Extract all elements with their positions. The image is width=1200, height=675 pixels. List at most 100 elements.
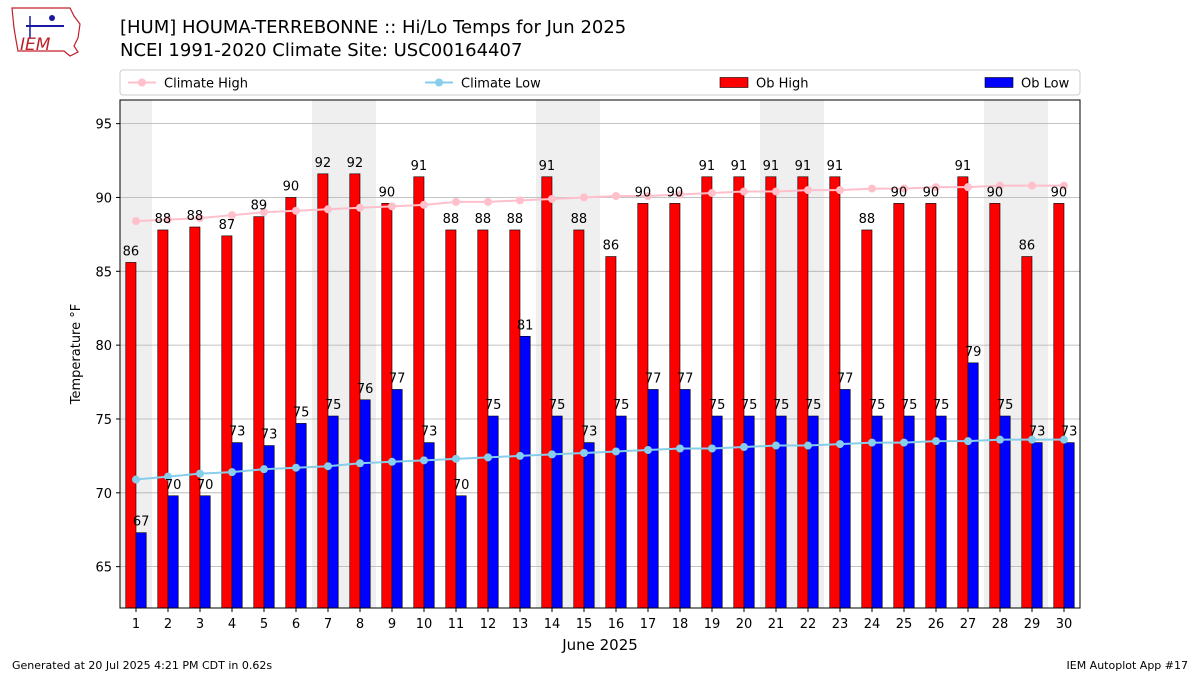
ob-high-label: 90 — [379, 185, 396, 200]
ob-high-bar — [477, 229, 489, 609]
x-tick-label: 25 — [896, 617, 913, 632]
ob-high-bar — [861, 229, 873, 609]
climate-high-point — [580, 193, 588, 202]
ob-low-bar — [487, 415, 499, 609]
climate-low-point — [196, 469, 204, 478]
x-tick-label: 11 — [448, 617, 465, 632]
climate-high-point — [836, 186, 844, 195]
climate-high-point — [196, 214, 204, 223]
x-tick-label: 29 — [1024, 617, 1041, 632]
legend: Climate High Climate Low Ob High Ob Low — [119, 69, 1081, 96]
climate-low-point — [356, 459, 364, 468]
climate-low-point — [772, 441, 780, 450]
x-tick-label: 16 — [608, 617, 625, 632]
ob-low-label: 75 — [997, 398, 1014, 413]
ob-high-bar — [573, 229, 585, 609]
ob-high-bar — [829, 176, 841, 609]
ob-high-bar — [541, 176, 553, 609]
footer-app: IEM Autoplot App #17 — [1066, 659, 1189, 672]
climate-low-point — [324, 462, 332, 471]
x-tick-label: 12 — [480, 617, 497, 632]
ob-high-label: 88 — [187, 209, 204, 224]
ob-high-label: 88 — [507, 212, 524, 227]
ob-low-bar — [679, 389, 691, 609]
climate-lines — [132, 181, 1068, 484]
climate-low-point — [836, 440, 844, 449]
x-tick-label: 27 — [960, 617, 977, 632]
ob-low-bar — [839, 389, 851, 609]
legend-label: Ob High — [756, 77, 809, 92]
ob-low-bar — [231, 442, 243, 609]
ob-high-label: 88 — [155, 212, 172, 227]
climate-high-point — [484, 197, 492, 206]
ob-low-bar — [359, 399, 371, 609]
bars — [125, 173, 1075, 609]
ob-low-label: 70 — [197, 478, 214, 493]
x-tick-label: 1 — [132, 617, 140, 632]
climate-low-point — [932, 437, 940, 446]
ob-low-bar — [1063, 442, 1075, 609]
ob-low-bar — [519, 335, 531, 609]
x-tick-label: 4 — [228, 617, 236, 632]
y-tick-label: 80 — [95, 339, 112, 354]
ob-high-bar — [701, 176, 713, 609]
ob-high-bar — [765, 176, 777, 609]
ob-high-label: 91 — [827, 159, 844, 174]
climate-high-point — [452, 197, 460, 206]
climate-high-line — [135, 184, 1064, 223]
y-axis-label: Temperature °F — [69, 304, 84, 405]
climate-high-point — [516, 196, 524, 205]
ob-high-bar — [413, 176, 425, 609]
climate-high-point — [708, 189, 716, 198]
climate-low-point — [132, 475, 140, 484]
climate-high-point — [996, 181, 1004, 190]
x-tick-label: 28 — [992, 617, 1009, 632]
climate-low-point — [388, 457, 396, 466]
ob-low-label: 75 — [613, 398, 630, 413]
y-tick-label: 65 — [95, 561, 112, 576]
climate-high-point — [356, 203, 364, 212]
logo-sun — [49, 15, 55, 21]
climate-low-point — [676, 444, 684, 453]
ob-high-label: 91 — [411, 159, 428, 174]
x-tick-label: 7 — [324, 617, 332, 632]
ob-low-label: 76 — [357, 382, 374, 397]
ob-high-bar — [733, 176, 745, 609]
climate-high-point — [804, 186, 812, 195]
iem-logo: IEM — [11, 7, 81, 57]
ob-high-bar — [509, 229, 521, 609]
climate-high-point — [644, 191, 652, 200]
climate-high-point — [900, 184, 908, 193]
climate-high-point — [868, 184, 876, 193]
legend-label: Climate High — [164, 77, 248, 92]
ob-high-label: 92 — [347, 156, 364, 171]
ob-high-bar — [125, 262, 137, 609]
ob-high-label: 91 — [539, 159, 556, 174]
x-tick-label: 21 — [768, 617, 785, 632]
ob-low-bar — [615, 415, 627, 609]
ob-high-label: 90 — [1051, 185, 1068, 200]
ob-high-bar — [797, 176, 809, 609]
ob-high-label: 86 — [1019, 239, 1036, 254]
climate-low-point — [804, 441, 812, 450]
x-tick-label: 14 — [544, 617, 561, 632]
ob-high-bar — [605, 256, 617, 609]
ob-low-bar — [967, 362, 979, 609]
climate-high-point — [292, 206, 300, 215]
climate-low-point — [1060, 435, 1068, 444]
ob-low-label: 79 — [965, 345, 982, 360]
y-tick-label: 85 — [95, 265, 112, 280]
climate-high-point — [324, 205, 332, 214]
chart-subtitle: NCEI 1991-2020 Climate Site: USC00164407 — [120, 40, 523, 61]
legend-bar-swatch — [719, 77, 749, 88]
ob-low-label: 77 — [645, 371, 662, 386]
y-tick-label: 90 — [95, 191, 112, 206]
x-tick-label: 20 — [736, 617, 753, 632]
ob-low-label: 73 — [229, 425, 246, 440]
ob-high-bar — [285, 197, 297, 609]
ob-high-bar — [669, 203, 681, 609]
ob-high-label: 90 — [891, 185, 908, 200]
ob-high-label: 92 — [315, 156, 332, 171]
ob-high-label: 91 — [731, 159, 748, 174]
ob-high-label: 90 — [987, 185, 1004, 200]
